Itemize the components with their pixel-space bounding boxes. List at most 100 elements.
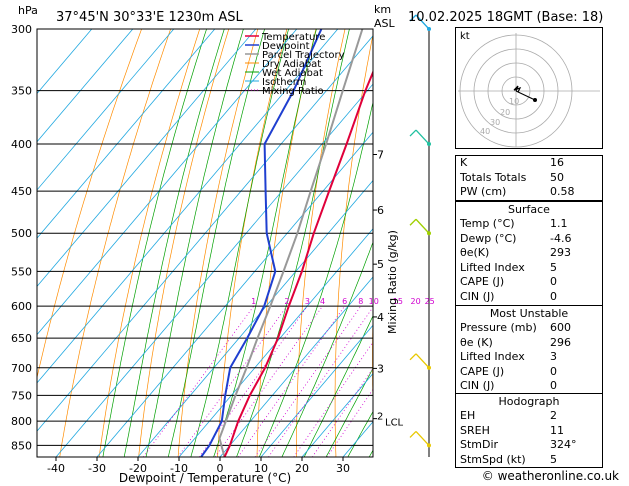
x-tick-label: -20: [129, 462, 147, 475]
isotherm: [37, 29, 298, 336]
hodograph-trace: [513, 85, 522, 93]
surface-value: 5: [550, 260, 557, 274]
mixing-ratio-line: [268, 306, 373, 457]
hodograph-ring-label-20: 20: [500, 108, 510, 117]
hodograph-unit-label: kt: [460, 31, 470, 42]
temperature-line: [223, 69, 373, 457]
surface-row: Lifted Index 5: [456, 261, 602, 276]
x-tick-label: 0: [217, 462, 224, 475]
mixing-ratio-label: 1: [251, 297, 256, 306]
legend-parcel-trajectory: Parcel Trajectory: [262, 50, 345, 61]
isotherm: [301, 372, 373, 457]
x-tick-label: -30: [88, 462, 106, 475]
pressure-tick-label: 600: [11, 300, 32, 313]
index-value: 50: [550, 170, 564, 184]
pressure-tick-label: 850: [11, 439, 32, 452]
hodograph-table: Hodograph EH 2 SREH 11 StmDir 324° StmSpd (…: [455, 393, 603, 469]
surface-title: Surface: [508, 203, 550, 216]
height-tick-label: 7: [377, 148, 384, 161]
wind-barb: [409, 14, 431, 31]
hodo-value: 11: [550, 423, 564, 437]
surface-row: CIN (J) 0: [456, 290, 602, 305]
mu-row: Lifted Index 3: [456, 350, 602, 365]
footer-credit[interactable]: © weatheronline.co.uk: [481, 469, 619, 483]
wet-adiabat: [167, 29, 265, 457]
mixing-ratio-line: [177, 305, 288, 457]
mu-label: Pressure (mb): [460, 321, 537, 334]
plot-frame: [36, 28, 374, 458]
mixing-ratio-label: 25: [425, 297, 435, 306]
hodograph-table-title: Hodograph: [498, 395, 560, 408]
mu-label: θe (K): [460, 335, 493, 349]
index-row-pw: PW (cm) 0.58: [456, 185, 602, 200]
mu-label: CAPE (J): [460, 364, 505, 378]
mixing-ratio-line: [311, 367, 373, 457]
height-unit-asl: ASL: [374, 17, 396, 30]
wet-adiabat: [123, 29, 225, 457]
dry-adiabat: [606, 29, 629, 457]
isotherm: [55, 83, 373, 457]
pressure-tick-label: 800: [11, 415, 32, 428]
x-tick-label: -40: [47, 462, 65, 475]
height-tick-label: 5: [377, 258, 384, 271]
dry-adiabat: [296, 29, 346, 457]
wet-adiabat: [145, 29, 244, 457]
surface-label: CAPE (J): [460, 275, 505, 289]
isotherm: [37, 29, 175, 191]
mixing-ratio-label: 8: [358, 297, 363, 306]
surface-value: 1.1: [550, 217, 568, 230]
mu-value: 296: [550, 335, 571, 349]
mu-row: Pressure (mb) 600: [456, 321, 602, 336]
mixing-ratio-label: 10: [369, 297, 379, 306]
index-row-totals: Totals Totals 50: [456, 171, 602, 186]
wet-adiabat: [213, 29, 317, 457]
mixing-ratio-label: 3: [305, 297, 310, 306]
hodo-label: EH: [460, 409, 476, 422]
wind-barb: [409, 353, 431, 370]
hodo-label: SREH: [460, 423, 490, 437]
wet-adiabat: [325, 367, 373, 457]
dry-adiabat: [177, 29, 259, 457]
x-tick-label: 20: [295, 462, 309, 475]
mixing-ratio-label: 15: [393, 297, 403, 306]
mixing-ratio-label: 6: [342, 297, 347, 306]
isotherm: [137, 179, 373, 457]
index-label: K: [460, 156, 468, 169]
x-tick-label: 10: [254, 462, 268, 475]
mu-value: 600: [550, 321, 571, 334]
isotherm: [37, 29, 216, 239]
index-label: PW (cm): [460, 185, 507, 199]
dry-adiabat: [98, 29, 201, 457]
mixing-ratio-line: [198, 305, 308, 457]
index-value: 0.58: [550, 185, 575, 199]
x-tick-label: -10: [170, 462, 188, 475]
hodograph: kt 10 20 30 40: [455, 27, 603, 149]
hodograph-ring-label-30: 30: [490, 118, 500, 127]
most-unstable-table: Most Unstable Pressure (mb) 600 θe (K) 296…: [455, 305, 603, 395]
surface-row: Dewp (°C) -4.6: [456, 232, 602, 247]
hodo-row: SREH 11: [456, 424, 602, 439]
dry-adiabat: [334, 32, 373, 457]
hodo-value: 2: [550, 409, 557, 422]
mixing-ratio-axis-title: Mixing Ratio (g/kg): [386, 230, 399, 334]
wind-barb: [409, 129, 431, 147]
lcl-label: LCL: [385, 418, 404, 429]
dry-adiabat: [138, 29, 230, 457]
wet-adiabat: [303, 315, 373, 457]
hodograph-ring-label-40: 40: [480, 127, 490, 136]
x-tick-label: 30: [336, 462, 350, 475]
height-tick-label: 3: [377, 362, 384, 375]
height-tick-label: 2: [377, 412, 383, 423]
index-value: 16: [550, 156, 564, 169]
hodo-value: 324°: [550, 438, 577, 452]
dry-adiabat: [59, 29, 171, 457]
isotherm: [37, 29, 339, 384]
legend-wet-adiabat: Wet Adiabat: [262, 68, 323, 79]
isotherm: [260, 324, 373, 457]
surface-row: θe(K) 293: [456, 246, 602, 261]
pressure-tick-label: 750: [11, 389, 32, 402]
isotherm: [37, 29, 257, 288]
pressure-tick-label: 400: [11, 138, 32, 151]
mu-row: θe (K) 296: [456, 336, 602, 351]
pressure-tick-label: 450: [11, 185, 32, 198]
